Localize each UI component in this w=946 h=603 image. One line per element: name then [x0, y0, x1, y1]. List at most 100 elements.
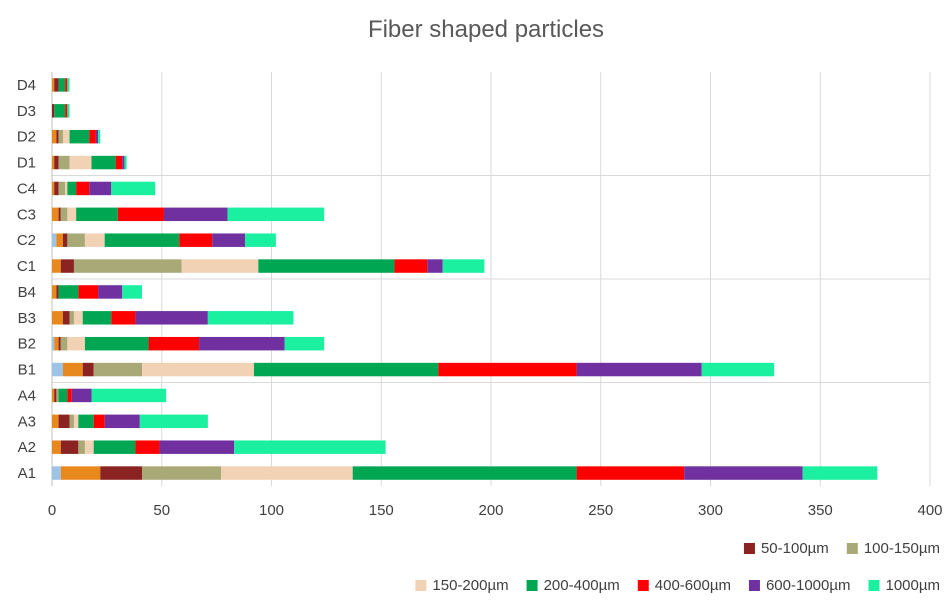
- bar-a3-600-1000um: [104, 414, 140, 429]
- bar-c1-50-100um: [60, 259, 74, 273]
- bar-c4-200-400um: [67, 181, 77, 196]
- bar-a2-1000um: [234, 440, 386, 454]
- bar-a4-200-400um: [58, 388, 68, 403]
- bar-b2-series-0: [52, 336, 55, 351]
- bar-a3-400-600um: [93, 414, 105, 429]
- bar-d4-series-1: [52, 78, 55, 92]
- bar-d4-1000um: [67, 78, 70, 92]
- y-axis-ticks: A1 A2 A3 A4 B1 B2 B3 B4 C1 C2 C3 C4 D1 D2 D3 D4: [17, 77, 36, 482]
- bar-b2-200-400um: [84, 336, 149, 351]
- bars: [52, 78, 878, 480]
- bar-a1-100-150um: [141, 466, 222, 480]
- bar-b1-200-400um: [253, 362, 439, 377]
- bar-c4-50-100um: [54, 181, 59, 196]
- bar-b4-600-1000um: [98, 285, 123, 299]
- bar-c2-series-0: [52, 233, 57, 247]
- legend-swatch-1000um: [868, 580, 880, 591]
- legend-swatch-600-1000um: [748, 580, 760, 591]
- bar-c4-series-1: [52, 181, 55, 196]
- bar-c3-1000um: [227, 207, 325, 222]
- bar-c1-150-200um: [181, 259, 259, 273]
- bar-c3-200-400um: [76, 207, 118, 222]
- legend-swatch-200-400um: [526, 580, 538, 591]
- bar-a4-400-600um: [67, 388, 72, 403]
- bar-a3-150-200um: [73, 414, 79, 429]
- bar-a1-200-400um: [352, 466, 577, 480]
- legend: 50-100µm 100-150µm 150-200µm 200-400µm 400-6…: [415, 540, 940, 594]
- bar-d2-200-400um: [69, 129, 90, 144]
- bar-d2-1000um: [98, 129, 101, 144]
- bar-a2-150-200um: [84, 440, 94, 454]
- bar-c2-1000um: [245, 233, 276, 247]
- bar-c2-series-1: [56, 233, 63, 247]
- bar-b1-1000um: [701, 362, 775, 377]
- x-tick-label-150: 150: [369, 502, 394, 519]
- bar-d4-50-100um: [54, 78, 59, 92]
- y-tick-label-b1: B1: [18, 362, 36, 379]
- bar-b3-50-100um: [62, 311, 70, 325]
- bar-b4-1000um: [122, 285, 142, 299]
- bar-b1-150-200um: [141, 362, 254, 377]
- bar-a4-series-1: [52, 388, 55, 403]
- bar-b3-150-200um: [73, 311, 83, 325]
- y-tick-label-b2: B2: [18, 336, 36, 353]
- bar-a4-600-1000um: [71, 388, 92, 403]
- bar-b3-1000um: [207, 311, 294, 325]
- bar-a3-50-100um: [58, 414, 70, 429]
- x-tick-label-100: 100: [259, 502, 284, 519]
- bar-a1-1000um: [802, 466, 878, 480]
- bar-c4-150-200um: [65, 181, 68, 196]
- bar-a1-series-1: [60, 466, 101, 480]
- bar-a2-200-400um: [93, 440, 136, 454]
- bar-b3-series-1: [52, 311, 63, 325]
- bar-d1-600-1000um: [122, 155, 125, 170]
- x-tick-label-400: 400: [917, 502, 942, 519]
- y-tick-label-b4: B4: [18, 284, 36, 301]
- bar-b1-50-100um: [82, 362, 94, 377]
- bar-b2-1000um: [284, 336, 325, 351]
- y-tick-label-c2: C2: [17, 232, 36, 249]
- bar-d2-400-600um: [89, 129, 96, 144]
- bar-d3-1000um: [67, 104, 70, 118]
- bar-c1-600-1000um: [427, 259, 443, 273]
- bar-a3-200-400um: [78, 414, 94, 429]
- bar-b1-400-600um: [438, 362, 577, 377]
- y-tick-label-d1: D1: [17, 155, 36, 172]
- bar-d4-200-400um: [58, 78, 66, 92]
- legend-item-400-600um: 400-600µm: [637, 577, 731, 594]
- bar-a2-400-600um: [135, 440, 160, 454]
- bar-d1-50-100um: [54, 155, 59, 170]
- bar-b2-150-200um: [67, 336, 85, 351]
- chart-title: Fiber shaped particles: [368, 16, 604, 43]
- bar-b3-200-400um: [82, 311, 112, 325]
- bar-b3-100-150um: [69, 311, 74, 325]
- bar-b2-100-150um: [60, 336, 68, 351]
- x-axis-ticks: 0 50 100 150 200 250 300 350 400: [48, 502, 943, 519]
- legend-item-1000um: 1000µm: [868, 577, 940, 594]
- bar-d2-100-150um: [58, 129, 63, 144]
- bar-d3-200-400um: [54, 104, 66, 118]
- y-tick-label-a4: A4: [18, 387, 36, 404]
- bar-c1-series-1: [52, 259, 61, 273]
- bar-a3-100-150um: [69, 414, 74, 429]
- bar-c2-200-400um: [104, 233, 180, 247]
- bar-d1-150-200um: [69, 155, 92, 170]
- legend-label-100-150um: 100-150µm: [864, 540, 940, 557]
- bar-c3-series-1: [52, 207, 59, 222]
- legend-item-200-400um: 200-400µm: [526, 577, 620, 594]
- legend-label-600-1000um: 600-1000µm: [766, 577, 851, 594]
- bar-b3-600-1000um: [135, 311, 208, 325]
- bar-c1-1000um: [442, 259, 485, 273]
- legend-label-150-200um: 150-200µm: [432, 577, 508, 594]
- bar-a4-1000um: [91, 388, 167, 403]
- bar-a2-50-100um: [60, 440, 79, 454]
- x-tick-label-250: 250: [588, 502, 613, 519]
- x-tick-label-300: 300: [698, 502, 723, 519]
- y-tick-label-a2: A2: [18, 439, 36, 456]
- bar-d3-400-600um: [65, 104, 68, 118]
- bar-a1-150-200um: [221, 466, 353, 480]
- bar-a1-series-0: [52, 466, 61, 480]
- bar-c3-400-600um: [117, 207, 164, 222]
- bar-c4-100-150um: [58, 181, 66, 196]
